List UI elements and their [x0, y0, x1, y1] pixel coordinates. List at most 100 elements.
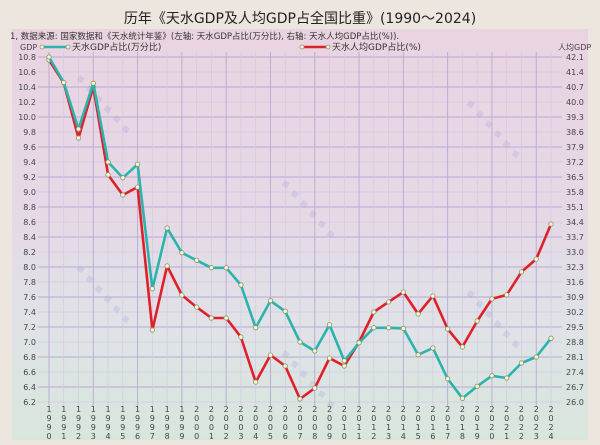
left-axis-tick-label: 7.8	[23, 278, 36, 287]
right-axis-tick-label: 33.7	[566, 233, 584, 242]
x-axis-tick-label: 6	[135, 432, 140, 441]
data-point-marker	[518, 360, 525, 366]
x-axis-tick-label: 9	[120, 423, 125, 432]
x-axis-tick-label: 0	[401, 414, 406, 423]
x-axis-tick-label: 0	[460, 414, 465, 423]
x-axis-tick-label: 0	[238, 423, 243, 432]
data-point-marker	[297, 396, 303, 402]
x-axis-tick-label: 2	[430, 405, 435, 414]
right-axis-tick-label: 30.9	[566, 293, 584, 302]
x-axis-tick-label: 1	[61, 405, 66, 414]
x-axis-tick-label: 0	[504, 414, 509, 423]
x-axis-tick-label: 3	[386, 432, 391, 441]
x-axis-tick-label: 2	[548, 423, 553, 432]
x-axis-tick-label: 2	[519, 432, 524, 441]
x-axis-tick-label: 1	[371, 423, 376, 432]
right-axis-tick-label: 30.2	[566, 308, 584, 317]
x-axis-tick-label: 0	[534, 414, 539, 423]
data-point-marker	[164, 225, 170, 231]
left-y-axis: 10.8 10.6 10.4 10.2 10.0 9.8 9.6 9.4 9.2 9.0 8.8 8.…	[18, 43, 37, 407]
x-axis-tick-label: 1	[504, 432, 509, 441]
x-axis-tick-label: 0	[342, 414, 347, 423]
x-axis-tick-label: 5	[120, 432, 125, 441]
x-axis-tick-label: 3	[238, 432, 243, 441]
data-point-marker	[282, 363, 288, 369]
left-axis-tick-label: 10.6	[18, 68, 36, 77]
data-point-marker	[267, 352, 274, 358]
x-axis-tick-label: 0	[46, 432, 51, 441]
data-point-marker	[533, 354, 539, 360]
x-axis-tick-label: 9	[150, 414, 155, 423]
x-axis-tick-label: 9	[475, 432, 480, 441]
x-axis: 1990199119921993199419951996199719981999…	[46, 405, 553, 441]
data-point-marker	[415, 352, 421, 358]
x-axis-tick-label: 0	[416, 414, 421, 423]
x-axis-tick-label: 1	[179, 405, 184, 414]
data-point-marker	[385, 299, 392, 305]
left-axis-tick-label: 8.6	[23, 218, 36, 227]
x-axis-tick-label: 0	[342, 432, 347, 441]
left-axis-tick-label: 6.2	[23, 398, 36, 407]
x-axis-tick-label: 0	[386, 414, 391, 423]
right-axis-tick-label: 33.0	[566, 248, 584, 257]
x-axis-tick-label: 2	[548, 405, 553, 414]
data-point-marker	[504, 292, 510, 298]
left-axis-tick-label: 8.0	[23, 263, 36, 272]
x-axis-tick-label: 0	[489, 414, 494, 423]
x-axis-tick-label: 0	[357, 414, 362, 423]
data-point-marker	[179, 292, 185, 298]
right-axis-tick-label: 26.7	[566, 383, 584, 392]
x-axis-tick-label: 0	[297, 423, 302, 432]
left-axis-tick-label: 6.8	[23, 353, 36, 362]
x-axis-tick-label: 1	[165, 405, 170, 414]
x-axis-tick-label: 2	[504, 405, 509, 414]
right-axis-tick-label: 35.8	[566, 188, 584, 197]
x-axis-tick-label: 2	[224, 405, 229, 414]
x-axis-tick-label: 1	[135, 405, 140, 414]
x-axis-tick-label: 0	[194, 423, 199, 432]
right-axis-tick-label: 32.3	[566, 263, 584, 272]
data-point-marker	[385, 325, 392, 331]
x-axis-tick-label: 2	[489, 423, 494, 432]
data-point-marker	[282, 308, 288, 314]
x-axis-tick-label: 2	[386, 405, 391, 414]
left-axis-tick-label: 9.8	[23, 128, 36, 137]
left-axis-tick-label: 8.4	[23, 233, 36, 242]
x-axis-tick-label: 1	[76, 405, 81, 414]
x-axis-tick-label: 3	[534, 432, 539, 441]
x-axis-tick-label: 9	[150, 423, 155, 432]
x-axis-tick-label: 2	[224, 432, 229, 441]
data-point-marker	[341, 363, 347, 369]
data-point-marker	[253, 379, 259, 385]
x-axis-tick-label: 1	[342, 423, 347, 432]
data-point-marker	[400, 325, 406, 332]
x-axis-tick-label: 2	[460, 405, 465, 414]
x-axis-tick-label: 1	[150, 405, 155, 414]
data-point-marker	[489, 296, 495, 302]
left-axis-tick-label: 10.8	[18, 53, 36, 62]
data-point-marker	[459, 395, 466, 401]
left-axis-tick-label: 6.4	[23, 383, 36, 392]
data-point-marker	[120, 192, 126, 198]
x-axis-tick-label: 9	[46, 414, 51, 423]
data-point-marker	[253, 325, 259, 331]
chart-subtitle-note: 1, 数据来源: 国家数据和《天水统计年鉴》(左轴: 天水GDP占比(万分比),…	[10, 32, 400, 42]
x-axis-tick-label: 9	[135, 423, 140, 432]
data-point-marker	[223, 265, 229, 271]
x-axis-tick-label: 0	[327, 414, 332, 423]
data-point-marker	[341, 358, 347, 364]
x-axis-tick-label: 0	[445, 414, 450, 423]
data-point-marker	[548, 221, 554, 227]
data-point-marker	[238, 282, 244, 288]
x-axis-tick-label: 0	[209, 414, 214, 423]
legend-label: 天水人均GDP占比(%)	[332, 41, 421, 53]
data-point-marker	[474, 318, 480, 324]
data-point-marker	[149, 286, 155, 292]
left-axis-tick-label: 6.6	[23, 368, 36, 377]
x-axis-tick-label: 1	[61, 432, 66, 441]
x-axis-tick-label: 2	[401, 405, 406, 414]
right-axis-tick-label: 42.1	[566, 53, 584, 62]
x-axis-tick-label: 0	[194, 432, 199, 441]
x-axis-tick-label: 6	[283, 432, 288, 441]
